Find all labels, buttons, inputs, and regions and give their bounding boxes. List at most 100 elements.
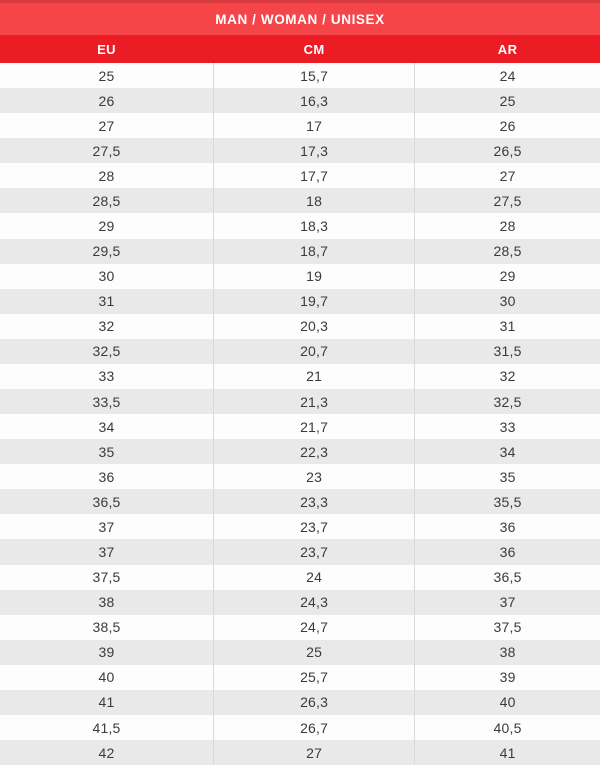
- cell-eu-size: 27,5: [92, 142, 121, 159]
- cell-cm-length: 16,3: [213, 88, 416, 114]
- table-header-row: EU CM AR: [0, 35, 600, 63]
- cell-cm-length: 21,3: [213, 389, 416, 415]
- cell-cm-length: 19,7: [213, 288, 416, 314]
- cell-cm-length: 17,3: [213, 138, 416, 164]
- table-row: 28 17,7 27: [0, 163, 600, 189]
- cell-ar-size: 25: [499, 92, 516, 109]
- table-row: 30 19 29: [0, 263, 600, 289]
- table-row: 37,5 24 36,5: [0, 564, 600, 590]
- table-row: 32 20,3 31: [0, 313, 600, 339]
- cell-cm-length: 21: [213, 363, 416, 390]
- table-row: 29,5 18,7 28,5: [0, 238, 600, 264]
- cell-ar-size: 40,5: [493, 719, 522, 736]
- cell-ar-size: 26: [499, 117, 516, 134]
- cell-cm-length: 24: [213, 564, 416, 590]
- cell-cm-length: 23,7: [213, 514, 416, 540]
- table-row: 36 23 35: [0, 464, 600, 490]
- cell-cm-length: 18,7: [213, 238, 416, 264]
- cell-cm-length: 27: [213, 740, 416, 765]
- table-title-banner: MAN / WOMAN / UNISEX: [0, 0, 600, 35]
- cell-cm-length: 17: [213, 113, 416, 139]
- cell-ar-size: 36: [499, 518, 516, 535]
- table-row: 36,5 23,3 35,5: [0, 489, 600, 515]
- cell-ar-size: 40: [499, 694, 516, 711]
- cell-cm-length: 15,7: [213, 63, 416, 89]
- cell-cm-length: 23,3: [213, 489, 416, 515]
- cell-ar-size: 29: [499, 268, 516, 285]
- cell-eu-size: 28,5: [92, 192, 121, 209]
- cell-eu-size: 30: [98, 268, 115, 285]
- cell-eu-size: 28: [98, 167, 115, 184]
- cell-ar-size: 35: [499, 468, 516, 485]
- cell-eu-size: 29: [98, 218, 115, 234]
- cell-eu-size: 33: [98, 368, 115, 385]
- cell-ar-size: 41: [499, 744, 516, 761]
- cell-cm-length: 20,3: [213, 313, 416, 339]
- cell-eu-size: 36,5: [92, 493, 121, 510]
- cell-ar-size: 34: [499, 443, 516, 460]
- cell-eu-size: 33,5: [92, 393, 121, 410]
- cell-cm-length: 22,3: [213, 439, 416, 465]
- cell-cm-length: 25,7: [213, 664, 416, 690]
- cell-ar-size: 33: [499, 418, 516, 435]
- cell-eu-size: 26: [98, 92, 115, 109]
- cell-eu-size: 41: [98, 694, 115, 711]
- cell-eu-size: 40: [98, 669, 115, 686]
- cell-eu-size: 35: [98, 443, 115, 460]
- cell-eu-size: 38,5: [92, 619, 121, 636]
- cell-eu-size: 41,5: [92, 719, 121, 736]
- cell-ar-size: 28: [499, 218, 516, 234]
- column-header-eu: EU: [97, 41, 116, 57]
- column-header-ar: AR: [497, 41, 518, 57]
- table-row: 28,5 18 27,5: [0, 188, 600, 214]
- cell-cm-length: 20,7: [213, 338, 416, 364]
- cell-ar-size: 31,5: [493, 343, 522, 360]
- cell-ar-size: 35,5: [493, 493, 522, 510]
- cell-ar-size: 24: [499, 67, 516, 84]
- table-row: 41,5 26,7 40,5: [0, 715, 600, 741]
- cell-eu-size: 29,5: [92, 243, 121, 260]
- cell-ar-size: 30: [499, 293, 516, 310]
- cell-eu-size: 31: [98, 293, 115, 310]
- cell-eu-size: 36: [98, 468, 115, 485]
- cell-ar-size: 28,5: [493, 243, 522, 260]
- cell-eu-size: 37,5: [92, 569, 121, 586]
- cell-ar-size: 36,5: [493, 569, 522, 586]
- cell-eu-size: 42: [98, 744, 115, 761]
- cell-eu-size: 38: [98, 594, 115, 611]
- cell-eu-size: 32,5: [92, 343, 121, 360]
- cell-eu-size: 37: [98, 544, 115, 561]
- table-row: 33 21 32: [0, 363, 600, 390]
- table-row: 31 19,7 30: [0, 288, 600, 314]
- cell-ar-size: 32,5: [493, 393, 522, 410]
- cell-ar-size: 39: [499, 669, 516, 686]
- table-row: 37 23,7 36: [0, 514, 600, 540]
- table-row: 33,5 21,3 32,5: [0, 389, 600, 415]
- cell-ar-size: 37,5: [493, 619, 522, 636]
- cell-cm-length: 17,7: [213, 163, 416, 189]
- cell-cm-length: 25: [213, 639, 416, 665]
- cell-eu-size: 27: [98, 117, 115, 134]
- table-row: 42 27 41: [0, 740, 600, 765]
- cell-ar-size: 26,5: [493, 142, 522, 159]
- cell-ar-size: 32: [499, 368, 516, 385]
- cell-eu-size: 34: [98, 418, 115, 435]
- cell-eu-size: 32: [98, 318, 115, 335]
- table-row: 29 18,3 28: [0, 213, 600, 239]
- table-row: 41 26,3 40: [0, 689, 600, 716]
- table-row: 27 17 26: [0, 113, 600, 139]
- size-table-body: 25 15,7 24 26 16,3 25 27 17 26 27,5 17,3…: [0, 63, 600, 765]
- cell-ar-size: 27,5: [493, 192, 522, 209]
- cell-cm-length: 19: [213, 263, 416, 289]
- table-row: 37 23,7 36: [0, 539, 600, 565]
- cell-cm-length: 21,7: [213, 414, 416, 440]
- cell-ar-size: 38: [499, 644, 516, 661]
- cell-eu-size: 25: [98, 67, 115, 84]
- table-row: 38 24,3 37: [0, 589, 600, 615]
- table-row: 39 25 38: [0, 639, 600, 665]
- cell-ar-size: 27: [499, 167, 516, 184]
- table-row: 25 15,7 24: [0, 63, 600, 89]
- table-row: 26 16,3 25: [0, 88, 600, 114]
- table-title: MAN / WOMAN / UNISEX: [215, 11, 385, 27]
